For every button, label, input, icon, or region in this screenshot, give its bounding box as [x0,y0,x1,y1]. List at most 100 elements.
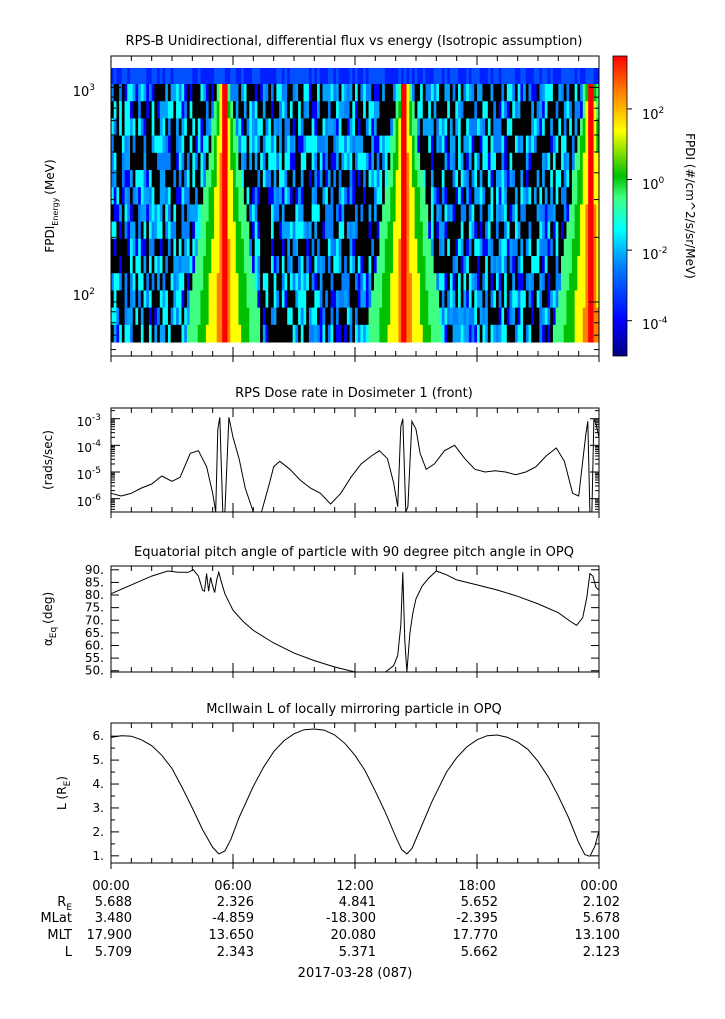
spectrogram-cell [352,135,356,154]
spectrogram-cell [176,152,180,171]
spectrogram-cell [317,221,321,240]
spectrogram-cell [571,101,576,119]
spectrogram-cell [474,256,478,274]
spectrogram-cell [116,290,120,309]
mcilwain-l-y-tick-labels: 1.2.3.4.5.6. [93,729,104,863]
spectrogram-cell [371,221,375,240]
spectrogram-cell [588,101,592,119]
spectrogram-cell [563,170,567,188]
spectrogram-cell [300,221,304,240]
spectrogram-cell [409,204,413,223]
spectrogram-cell [341,204,345,223]
spectrogram-cell [525,152,530,171]
spectrogram-cell [482,135,486,154]
spectrogram-cell [512,135,516,154]
spectrogram-cell [495,204,500,223]
spectrogram-cell [322,152,326,171]
spectrogram-cell [211,204,215,223]
spectrogram-cell [159,221,164,240]
spectrogram-cell [146,187,150,205]
spectrogram-cell [514,187,519,205]
spectrogram-cell [211,152,215,171]
spectrogram-cell [227,118,231,137]
spectrogram-cell [254,170,258,188]
spectrogram-cell [401,290,405,309]
spectrogram-cell [406,170,410,188]
spectrogram-cell [420,307,424,326]
spectrogram-cell [170,221,174,240]
spectrogram-cell [124,68,128,84]
spectrogram-cell [336,204,340,223]
spectrogram-cell [135,118,139,137]
spectrogram-cell [135,238,139,257]
spectrogram-cell [398,324,402,343]
spectrogram-cell [542,307,546,326]
spectrogram-cell [235,238,239,257]
spectrogram-cell [157,256,161,274]
spectrogram-cell [436,84,440,102]
spectrogram-cell [270,152,275,171]
spectrogram-cell [417,187,421,205]
spectrogram-cell [330,118,334,137]
spectrogram-cell [395,118,399,137]
spectrogram-cell [485,204,489,223]
spectrogram-cell [270,256,275,274]
spectrogram-cell [414,135,418,154]
spectrogram-cell [422,204,426,223]
spectrogram-cell [433,84,437,102]
spectrogram-cell [289,307,294,326]
spectrogram-cell [344,256,348,274]
spectrogram-cell [449,273,454,291]
spectrogram-cell [436,273,440,291]
spectrogram-cell [401,118,405,137]
spectrogram-cell [349,170,353,188]
spectrogram-cell [333,101,337,119]
spectrogram-cell [552,307,557,326]
spectrogram-cell [498,135,502,154]
spectrogram-cell [148,324,153,343]
spectrogram-cell [254,204,258,223]
spectrogram-cell [531,118,535,137]
spectrogram-cell [173,256,177,274]
spectrogram-cell [479,135,483,154]
spectrogram-cell [254,290,258,309]
spectrogram-cell [176,101,180,119]
spectrogram-cell [430,238,435,257]
spectrogram-cell [552,187,557,205]
spectrogram-cell [205,273,210,291]
spectrogram-cell [506,68,511,84]
spectrogram-cell [148,135,153,154]
spectrogram-cell [460,152,464,171]
spectrogram-cell [463,238,467,257]
spectrogram-cell [292,307,296,326]
spectrogram-cell [390,101,394,119]
spectrogram-cell [254,84,258,102]
spectrogram-cell [121,84,126,102]
spectrogram-cell [468,256,473,274]
spectrogram-cell [317,84,321,102]
spectrogram-cell [411,187,416,205]
spectrogram-cell [214,68,218,84]
spectrogram-cell [585,290,589,309]
spectrogram-cell [487,221,492,240]
spectrogram-cell [214,135,218,154]
spectrogram-cell [558,84,562,102]
spectrogram-cell [582,101,586,119]
spectrogram-cell [165,101,169,119]
spectrogram-cell [373,101,378,119]
spectrogram-cell [314,118,318,137]
spectrogram-cell [395,290,399,309]
spectrogram-cell [563,101,567,119]
spectrogram-cell [441,290,445,309]
spectrogram-cell [490,324,494,343]
spectrogram-cell [582,84,586,102]
spectrogram-cell [322,187,326,205]
spectrogram-cell [365,118,370,137]
spectrogram-cell [460,307,464,326]
spectrogram-cell [314,238,318,257]
spectrogram-cell [577,324,581,343]
spectrogram-cell [569,101,573,119]
spectrogram-cell [373,324,378,343]
spectrogram-cell [357,152,361,171]
spectrogram-cell [392,84,397,102]
